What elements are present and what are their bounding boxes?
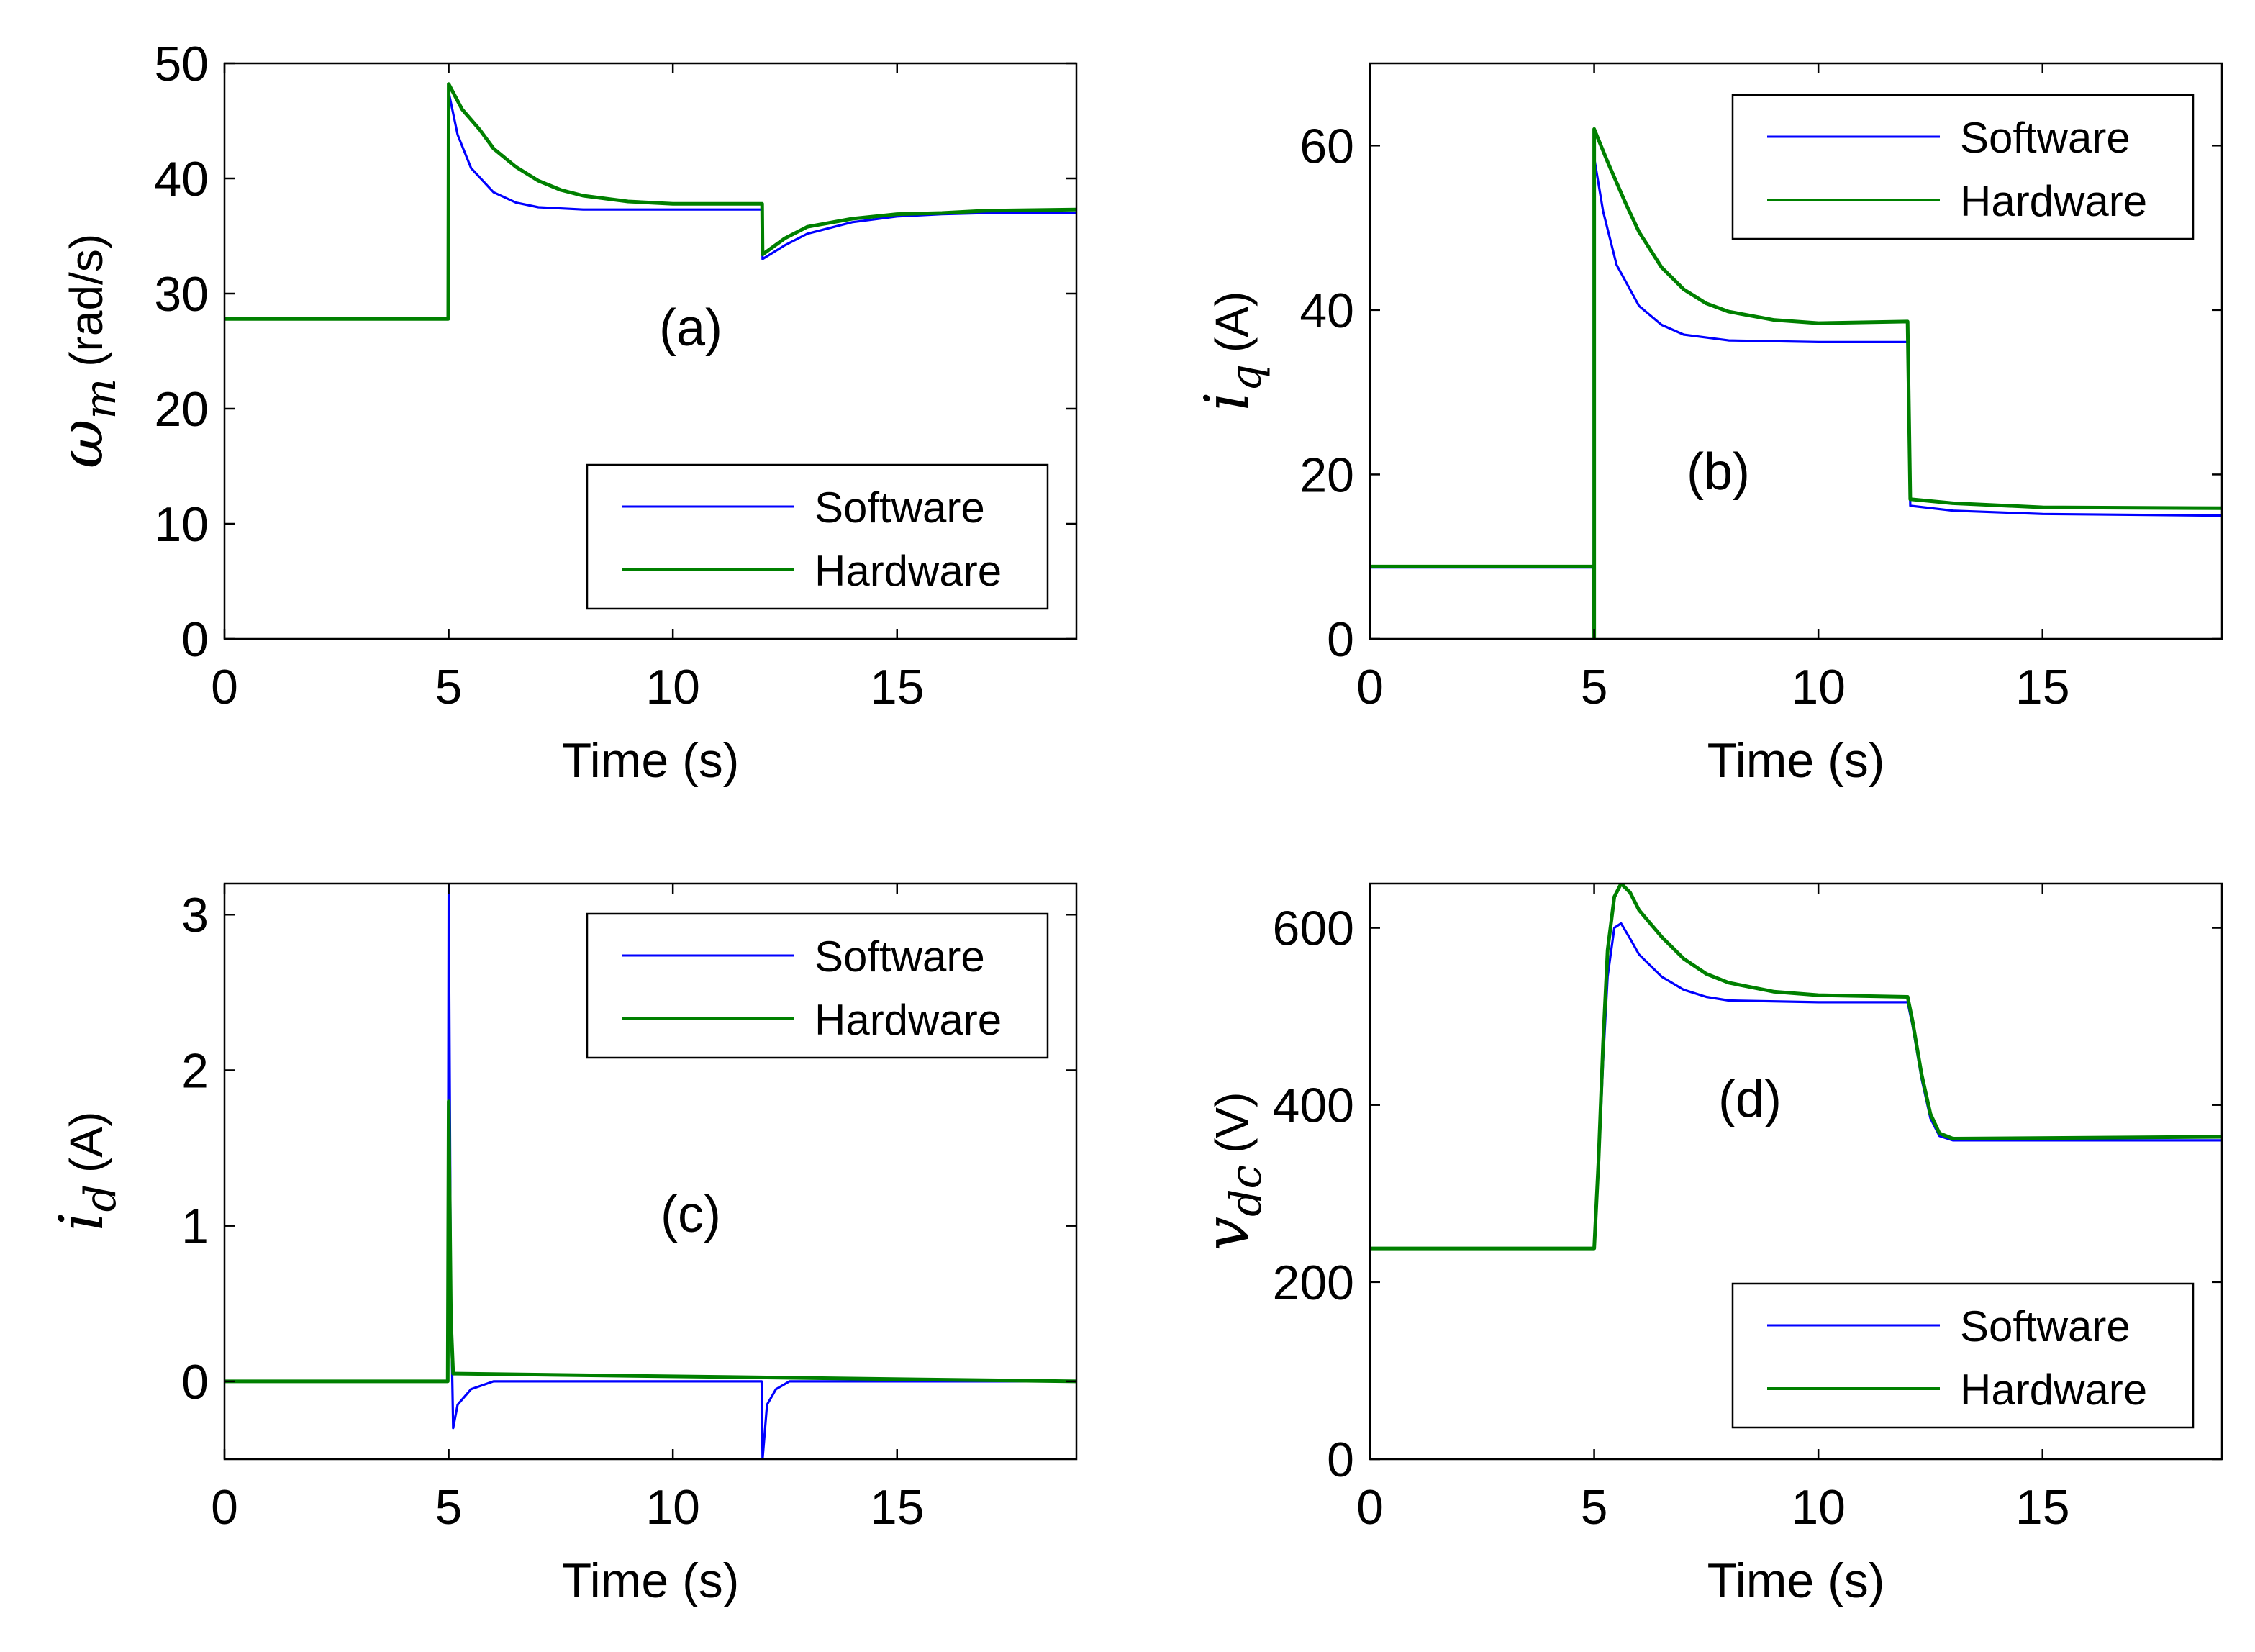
y-label-subscript: m bbox=[76, 378, 126, 419]
series-line-hardware bbox=[1370, 884, 2222, 1251]
x-tick-label: 15 bbox=[870, 660, 925, 714]
x-axis-label: Time (s) bbox=[1707, 1553, 1885, 1608]
legend-label-hardware: Hardware bbox=[1960, 177, 2147, 225]
legend-box bbox=[586, 463, 1049, 610]
series-line-hardware bbox=[1370, 127, 2222, 639]
y-tick-label: 10 bbox=[154, 497, 209, 552]
y-tick-label: 0 bbox=[181, 1355, 209, 1410]
panel-annotation: (b) bbox=[1687, 443, 1750, 501]
legend: Software Hardware bbox=[1731, 94, 2195, 240]
y-tick-label: 40 bbox=[1299, 283, 1354, 338]
y-label-subscript: q bbox=[1221, 364, 1271, 391]
legend: Software Hardware bbox=[586, 463, 1049, 610]
legend-label-hardware: Hardware bbox=[815, 996, 1002, 1044]
legend-label-software: Software bbox=[815, 932, 985, 981]
x-axis-label: Time (s) bbox=[1707, 733, 1885, 788]
y-tick-label: 1 bbox=[181, 1199, 209, 1254]
x-tick-label: 0 bbox=[211, 660, 238, 714]
legend: Software Hardware bbox=[586, 912, 1049, 1059]
y-tick-label: 2 bbox=[181, 1043, 209, 1098]
y-label-unit: (A) bbox=[60, 1112, 112, 1173]
y-tick-label: 400 bbox=[1273, 1079, 1354, 1133]
x-axis-label: Time (s) bbox=[562, 1553, 740, 1608]
series-line-hardware bbox=[224, 1099, 1076, 1384]
y-axis-label: id (A) bbox=[46, 1112, 126, 1232]
x-axis-label: Time (s) bbox=[562, 733, 740, 788]
x-tick-label: 5 bbox=[1581, 660, 1608, 714]
x-tick-label: 5 bbox=[1581, 1480, 1608, 1535]
legend-box bbox=[1731, 94, 2195, 240]
legend: Software Hardware bbox=[1731, 1282, 2195, 1429]
series-line-software bbox=[1370, 156, 2222, 569]
y-tick-label: 0 bbox=[1327, 1433, 1354, 1487]
y-tick-label: 200 bbox=[1273, 1256, 1354, 1310]
axes-frame bbox=[1369, 62, 2223, 640]
chart-panel-c: 0 5 10 15 0 1 2 3 Time (s) id (A) (c) Software Hardwa… bbox=[46, 882, 1078, 1608]
panel-annotation: (a) bbox=[659, 299, 722, 357]
axes-frame bbox=[223, 882, 1078, 1461]
x-tick-label: 0 bbox=[211, 1480, 238, 1535]
svg-text:ωm(rad/s): ωm (rad/s) bbox=[46, 234, 126, 468]
legend-label-software: Software bbox=[1960, 114, 2131, 162]
series-line-software bbox=[224, 884, 1076, 1459]
chart-panel-b: 0 5 10 15 0 20 40 60 Time (s) iq (A) (b) Software Har… bbox=[1192, 62, 2223, 788]
y-tick-label: 3 bbox=[181, 888, 209, 943]
chart-panel-a: 0 5 10 15 0 10 20 30 40 50 Time (s) ωm (rad/s) (a) Sof… bbox=[46, 37, 1078, 788]
y-axis-label: ωm (rad/s) bbox=[46, 234, 126, 468]
x-tick-label: 10 bbox=[645, 1480, 700, 1535]
svg-text:id(A): id (A) bbox=[46, 1112, 126, 1232]
y-tick-label: 600 bbox=[1273, 902, 1354, 956]
x-tick-label: 10 bbox=[1791, 1480, 1846, 1535]
x-tick-label: 5 bbox=[435, 1480, 463, 1535]
y-tick-label: 30 bbox=[154, 267, 209, 322]
legend-label-software: Software bbox=[1960, 1302, 2131, 1351]
y-label-symbol: ω bbox=[46, 419, 117, 469]
y-tick-label: 0 bbox=[1327, 612, 1354, 667]
axes-frame bbox=[223, 62, 1078, 640]
y-label-unit: (rad/s) bbox=[60, 234, 112, 367]
chart-panel-d: 0 5 10 15 0 200 400 600 Time (s) vdc (V) (d) Softwar… bbox=[1192, 882, 2223, 1608]
x-tick-label: 15 bbox=[870, 1480, 925, 1535]
y-label-symbol: v bbox=[1192, 1217, 1262, 1251]
panel-annotation: (d) bbox=[1718, 1071, 1782, 1128]
x-tick-label: 15 bbox=[2015, 660, 2070, 714]
y-tick-label: 40 bbox=[154, 152, 209, 206]
svg-text:iq(A): iq (A) bbox=[1192, 291, 1271, 412]
legend-label-software: Software bbox=[815, 484, 985, 532]
x-tick-label: 10 bbox=[1791, 660, 1846, 714]
y-tick-label: 20 bbox=[1299, 448, 1354, 502]
svg-text:vdc(V): vdc (V) bbox=[1192, 1092, 1271, 1251]
axes-frame bbox=[1369, 882, 2223, 1461]
y-label-symbol: i bbox=[1192, 391, 1262, 411]
x-tick-label: 5 bbox=[435, 660, 463, 714]
y-label-subscript: dc bbox=[1221, 1165, 1271, 1217]
legend-box bbox=[1731, 1282, 2195, 1429]
y-tick-label: 20 bbox=[154, 382, 209, 437]
x-tick-label: 0 bbox=[1356, 1480, 1384, 1535]
x-tick-label: 10 bbox=[645, 660, 700, 714]
legend-label-hardware: Hardware bbox=[815, 547, 1002, 595]
y-tick-label: 60 bbox=[1299, 119, 1354, 173]
series-line-software bbox=[224, 91, 1076, 320]
panel-annotation: (c) bbox=[661, 1186, 721, 1243]
legend-label-hardware: Hardware bbox=[1960, 1366, 2147, 1414]
y-axis-label: vdc (V) bbox=[1192, 1092, 1271, 1251]
series-line-software bbox=[1370, 922, 2222, 1250]
x-tick-label: 15 bbox=[2015, 1480, 2070, 1535]
y-label-unit: (V) bbox=[1206, 1092, 1258, 1153]
y-label-subscript: d bbox=[76, 1184, 126, 1212]
series-line-hardware bbox=[224, 82, 1076, 321]
y-label-symbol: i bbox=[46, 1212, 117, 1231]
y-tick-label: 50 bbox=[154, 37, 209, 91]
y-axis-label: iq (A) bbox=[1192, 291, 1271, 412]
legend-box bbox=[586, 912, 1049, 1059]
y-tick-label: 0 bbox=[181, 612, 209, 667]
x-tick-label: 0 bbox=[1356, 660, 1384, 714]
y-label-unit: (A) bbox=[1206, 291, 1258, 353]
